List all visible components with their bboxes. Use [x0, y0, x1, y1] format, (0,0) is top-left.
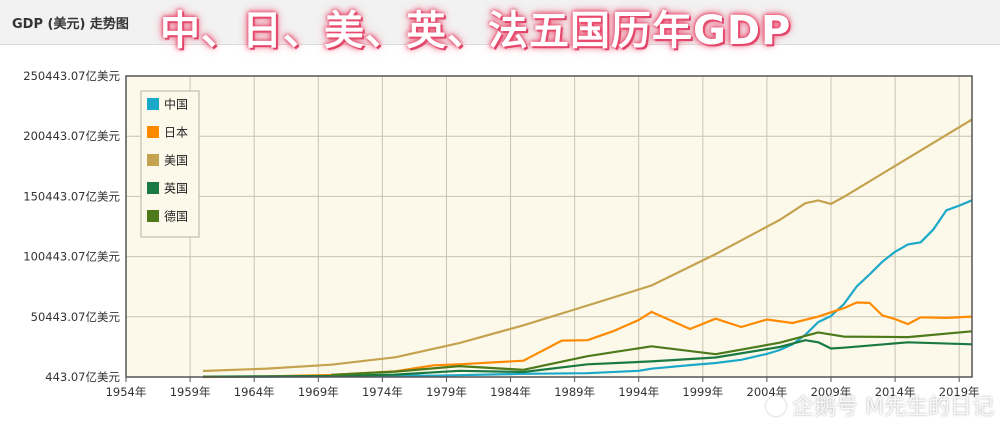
y-tick-label-3: 150443.07亿美元 — [23, 189, 120, 203]
legend-label-3[interactable]: 英国 — [164, 182, 188, 196]
x-tick-label-4: 1974年 — [362, 385, 403, 399]
x-tick-label-6: 1984年 — [490, 385, 531, 399]
axes — [125, 75, 973, 378]
series-line-2 — [202, 118, 973, 373]
series-line-0 — [202, 199, 973, 378]
legend-label-0[interactable]: 中国 — [164, 97, 188, 112]
overlay-title: 中、日、美、英、法五国历年GDP — [160, 8, 792, 54]
x-tick-label-3: 1969年 — [298, 385, 339, 399]
x-tick-label-0: 1954年 — [106, 385, 147, 399]
legend-swatch-0[interactable] — [147, 98, 159, 110]
plot-border — [125, 75, 973, 378]
y-tick-label-4: 200443.07亿美元 — [23, 129, 120, 143]
series-line-3 — [202, 339, 973, 378]
watermark-text: 企鹅号 M先生的日记 — [792, 395, 994, 420]
x-axis-ticks: 1954年 1959年 1964年 1969年 1974年 1979年 1984年 1989年… — [106, 377, 980, 399]
legend-label-4[interactable]: 德国 — [164, 209, 188, 224]
x-tick-label-2: 1964年 — [234, 385, 275, 399]
legend-swatch-3[interactable] — [147, 182, 159, 194]
y-axis-ticks: 443.07亿美元 50443.07亿美元 100443.07亿美元 150443.0… — [23, 69, 120, 384]
panel-header: GDP (美元) 走势图 — [0, 0, 1000, 45]
y-tick-label-1: 50443.07亿美元 — [31, 310, 121, 324]
series-lines — [202, 118, 973, 379]
x-tick-label-1: 1959年 — [170, 385, 211, 399]
x-tick-label-12: 2014年 — [875, 385, 916, 399]
x-tick-label-10: 2004年 — [747, 385, 788, 399]
x-tick-label-13: 2019年 — [939, 385, 980, 399]
x-tick-label-7: 1989年 — [554, 385, 595, 399]
y-tick-label-2: 100443.07亿美元 — [23, 250, 120, 264]
y-tick-label-5: 250443.07亿美元 — [23, 69, 120, 83]
legend-label-1[interactable]: 日本 — [164, 126, 188, 140]
penguin-logo-icon — [766, 396, 787, 416]
series-line-4 — [331, 330, 973, 376]
legend-swatch-2[interactable] — [147, 154, 159, 166]
x-tick-label-8: 1994年 — [618, 385, 659, 399]
watermark: 企鹅号 M先生的日记 — [766, 389, 994, 421]
plot-area — [126, 76, 972, 377]
legend-swatch-4[interactable] — [147, 210, 159, 222]
x-tick-label-11: 2009年 — [811, 385, 852, 399]
legend-label-2[interactable]: 美国 — [164, 154, 188, 168]
panel-title: GDP (美元) 走势图 — [12, 17, 129, 32]
legend-swatch-1[interactable] — [147, 126, 159, 138]
series-line-1 — [202, 301, 973, 379]
x-tick-label-9: 1999年 — [682, 385, 723, 399]
y-tick-label-0: 443.07亿美元 — [45, 370, 120, 384]
x-tick-label-5: 1979年 — [426, 385, 467, 399]
